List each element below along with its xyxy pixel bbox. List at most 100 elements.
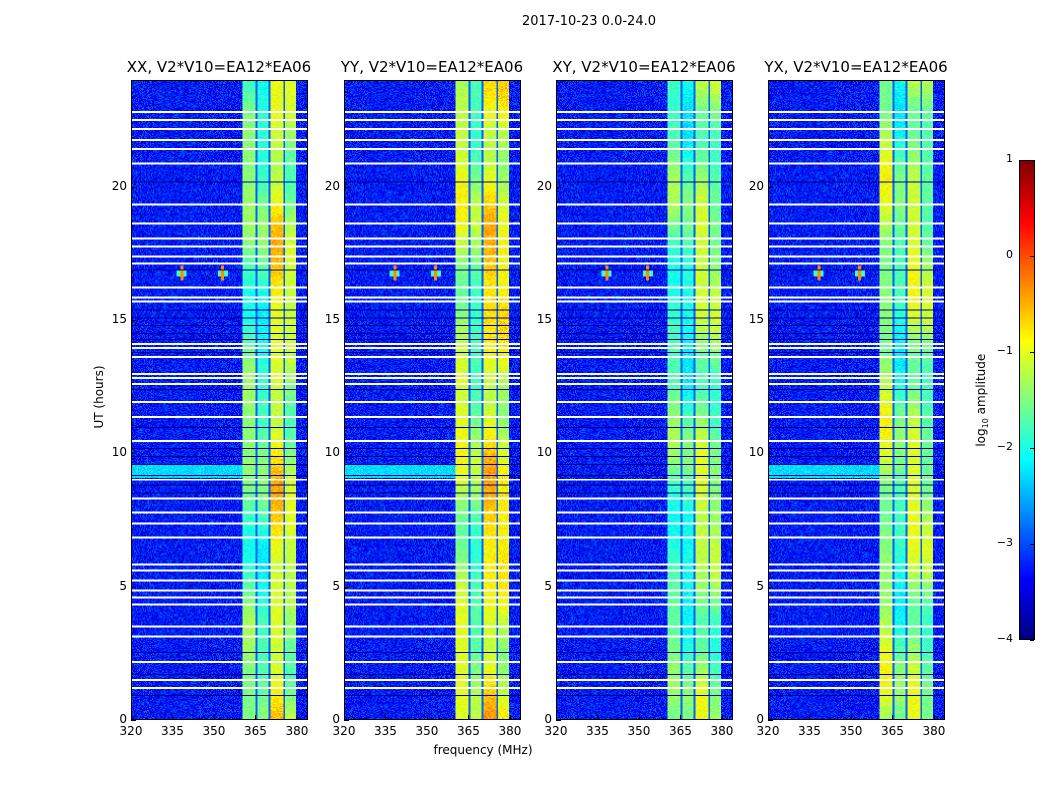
x-tick-mark [255,715,257,720]
x-tick-mark [721,715,723,720]
colorbar-tick-mark [1030,160,1034,161]
x-tick-label: 365 [881,724,904,738]
y-tick-mark [131,586,136,588]
colorbar-tick-label: −3 [996,536,1013,549]
x-tick-label: 350 [627,724,651,738]
colorbar [1019,160,1035,640]
x-tick-label: 350 [202,724,226,738]
x-tick-label: 365 [457,724,480,738]
x-tick-label: 380 [498,724,522,738]
x-tick-label: 335 [586,724,609,738]
panel-title: YX, V2*V10=EA12*EA06 [764,58,948,76]
y-tick-mark [768,720,773,721]
y-tick-label: 10 [324,445,340,460]
y-tick-label: 20 [324,178,340,193]
x-tick-label: 350 [839,724,863,738]
x-tick-label: 335 [798,724,821,738]
y-tick-mark [131,720,136,721]
y-tick-mark [131,453,136,455]
y-tick-mark [131,320,136,321]
spectrogram-panel-4 [768,80,945,720]
x-tick-label: 320 [332,724,356,738]
panel-title: YY, V2*V10=EA12*EA06 [340,58,524,76]
colorbar-tick-mark [1030,256,1034,257]
y-tick-mark [344,720,349,721]
y-tick-label: 10 [111,445,127,460]
x-tick-mark [638,715,640,720]
y-tick-label: 5 [119,578,127,593]
panel-title: XY, V2*V10=EA12*EA06 [552,58,736,76]
y-tick-mark [344,453,349,455]
y-tick-mark [768,586,773,588]
y-tick-label: 5 [756,578,764,593]
x-tick-mark [680,715,682,720]
panel-title: XX, V2*V10=EA12*EA06 [126,58,312,76]
x-tick-label: 335 [161,724,184,738]
y-tick-mark [344,586,349,588]
x-tick-mark [296,715,298,720]
y-tick-mark [556,453,561,455]
x-tick-label: 365 [244,724,267,738]
spectrogram-panel-2 [344,80,521,720]
y-tick-mark [344,320,349,321]
x-tick-mark [344,715,345,720]
y-tick-label: 20 [536,178,552,193]
x-tick-mark [172,715,174,720]
x-tick-label: 380 [285,724,309,738]
spectrogram-panel-1 [131,80,308,720]
colorbar-tick-mark [1030,640,1034,641]
y-tick-label: 15 [324,312,340,326]
spectrogram-image [557,81,732,719]
colorbar-label-rest: amplitude [973,353,988,419]
x-tick-label: 320 [544,724,568,738]
y-tick-mark [131,186,136,188]
spectrogram-image [769,81,944,719]
x-tick-mark [556,715,557,720]
y-tick-label: 0 [332,712,340,726]
x-tick-label: 350 [415,724,439,738]
colorbar-tick-label: −4 [996,632,1013,645]
y-tick-label: 20 [748,178,764,193]
y-tick-mark [768,186,773,188]
x-tick-mark [468,715,470,720]
x-tick-mark [892,715,894,720]
figure-title: 2017-10-23 0.0-24.0 [522,14,656,29]
x-tick-mark [385,715,387,720]
x-tick-mark [213,715,215,720]
x-tick-label: 320 [119,724,143,738]
x-tick-label: 320 [756,724,780,738]
colorbar-tick-label: −2 [996,440,1013,453]
y-tick-label: 5 [544,578,552,593]
colorbar-tick-label: 1 [1006,152,1013,165]
y-tick-mark [556,586,561,588]
x-tick-mark [131,715,132,720]
spectrogram-image [345,81,520,719]
y-tick-label: 10 [536,445,552,460]
y-tick-label: 15 [748,312,764,326]
y-tick-label: 15 [111,312,127,326]
spectrogram-image [132,81,307,719]
y-tick-mark [556,720,561,721]
x-tick-label: 380 [922,724,946,738]
x-tick-label: 365 [669,724,692,738]
x-tick-mark [933,715,935,720]
colorbar-tick-label: −1 [996,344,1013,357]
y-tick-label: 20 [111,178,127,193]
x-tick-mark [768,715,769,720]
spectrogram-panel-3 [556,80,733,720]
x-tick-mark [597,715,599,720]
colorbar-tick-label: 0 [1006,248,1013,261]
y-tick-mark [768,320,773,321]
x-tick-mark [809,715,811,720]
y-tick-label: 0 [756,712,764,726]
y-tick-label: 0 [119,712,127,726]
y-tick-label: 5 [332,578,340,593]
y-tick-label: 15 [536,312,552,326]
colorbar-tick-mark [1030,544,1034,545]
x-tick-label: 380 [710,724,734,738]
x-tick-mark [850,715,852,720]
colorbar-tick-mark [1030,448,1034,449]
x-tick-mark [509,715,511,720]
y-tick-mark [556,320,561,321]
